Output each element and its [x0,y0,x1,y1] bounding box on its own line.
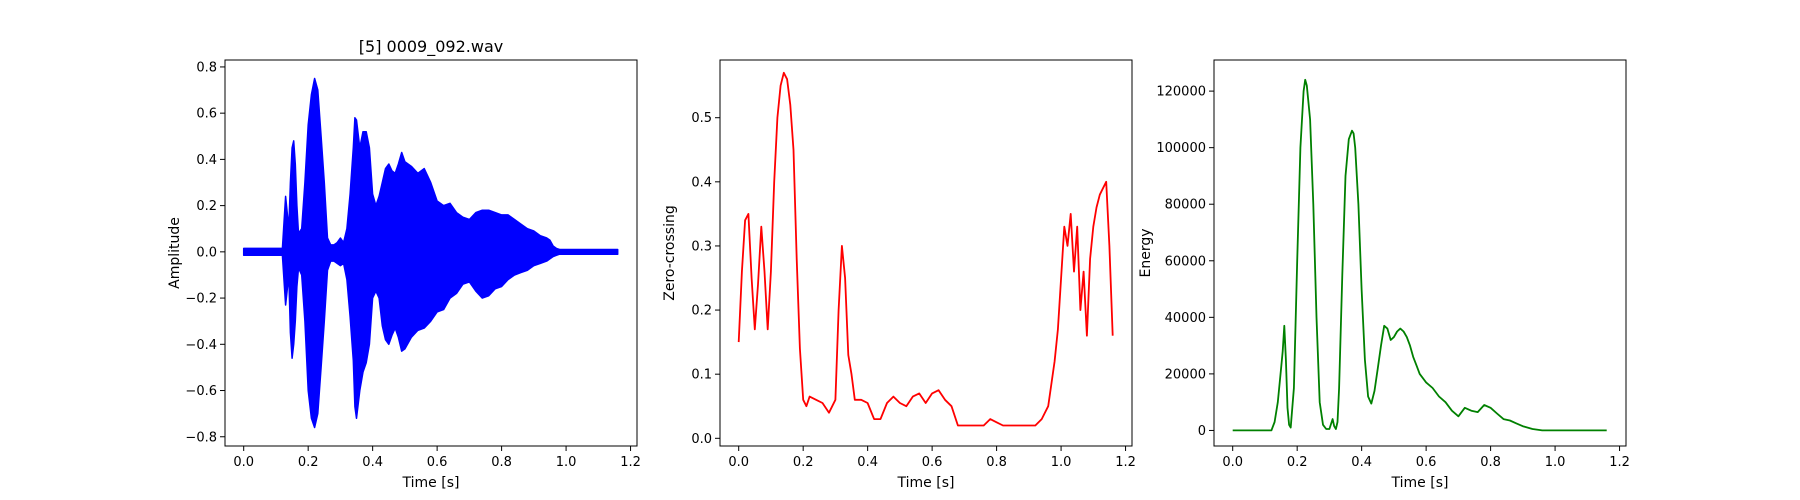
amplitude-x-axis-label: Time [s] [402,475,460,491]
zero-crossing-line-layer [737,71,1114,427]
energy-x-tick-label: 0.8 [1480,455,1501,470]
energy-y-tick-label: 80000 [1165,198,1206,213]
zero-crossing-y-ticks: 0.0 0.1 0.2 0.3 0.4 0.5 [691,111,720,447]
amplitude-x-tick-label: 0.6 [427,455,448,470]
zero-crossing-x-ticks: 0.0 0.2 0.4 0.6 0.8 1.0 1.2 [728,446,1136,470]
zero-crossing-x-tick-label: 0.6 [922,455,943,470]
energy-x-ticks: 0.0 0.2 0.4 0.6 0.8 1.0 1.2 [1222,446,1630,470]
amplitude-x-tick-label: 0.0 [233,455,254,470]
zero-crossing-x-tick-label: 0.0 [728,455,749,470]
energy-x-tick-label: 1.0 [1545,455,1566,470]
zero-crossing-y-tick-label: 0.5 [691,111,712,126]
energy-x-tick-label: 0.2 [1287,455,1308,470]
amplitude-y-axis-label: Amplitude [167,217,183,289]
energy-series-line [1232,78,1607,432]
energy-y-tick-label: 0 [1198,424,1206,439]
energy-plot-area [1232,78,1607,432]
energy-x-tick-label: 0.0 [1222,455,1243,470]
zero-crossing-x-tick-label: 1.0 [1051,455,1072,470]
energy-line-layer [1232,78,1607,432]
energy-y-tick-label: 60000 [1165,254,1206,269]
energy-y-tick-label: 100000 [1156,141,1206,156]
energy-y-axis-label: Energy [1138,228,1154,277]
amplitude-x-tick-label: 0.4 [362,455,383,470]
amplitude-x-tick-label: 1.2 [620,455,641,470]
amplitude-y-tick-label: −0.8 [185,430,217,445]
amplitude-y-tick-label: 0.6 [196,107,217,122]
zero-crossing-x-tick-label: 1.2 [1115,455,1136,470]
amplitude-y-tick-label: −0.4 [185,338,217,353]
zero-crossing-y-tick-label: 0.3 [691,239,712,254]
energy-y-tick-label: 20000 [1165,367,1206,382]
energy-x-tick-label: 0.4 [1351,455,1372,470]
zero-crossing-x-tick-label: 0.2 [793,455,814,470]
amplitude-y-ticks: −0.8 −0.6 −0.4 −0.2 0.0 0.2 0.4 0.6 0.8 [185,60,225,445]
amplitude-y-tick-label: 0.2 [196,199,217,214]
energy-y-tick-label: 120000 [1156,85,1206,100]
zero-crossing-y-tick-label: 0.0 [691,432,712,447]
panel-amplitude: 0.0 0.2 0.4 0.6 0.8 1.0 1.2 −0.8 −0.6 −0.4 −0.2 0.… [167,37,641,491]
amplitude-x-ticks: 0.0 0.2 0.4 0.6 0.8 1.0 1.2 [233,446,641,470]
amplitude-y-tick-label: 0.4 [196,153,217,168]
amplitude-x-tick-label: 1.0 [556,455,577,470]
amplitude-plot-area [242,77,619,429]
zero-crossing-series-line [737,71,1114,427]
energy-x-tick-label: 0.6 [1416,455,1437,470]
zero-crossing-x-tick-label: 0.8 [986,455,1007,470]
zero-crossing-y-tick-label: 0.1 [691,368,712,383]
amplitude-y-tick-label: −0.6 [185,384,217,399]
zero-crossing-y-tick-label: 0.4 [691,175,712,190]
amplitude-y-tick-label: −0.2 [185,292,217,307]
zero-crossing-plot-area [737,71,1114,427]
zero-crossing-y-axis-label: Zero-crossing [662,205,678,300]
amplitude-title: [5] 0009_092.wav [359,37,503,57]
panel-energy: 0.0 0.2 0.4 0.6 0.8 1.0 1.2 0 20000 40000 60000 80… [1138,59,1630,491]
zero-crossing-y-tick-label: 0.2 [691,304,712,319]
zero-crossing-axes-frame [719,59,1133,447]
energy-y-ticks: 0 20000 40000 60000 80000 100000 120000 [1156,85,1214,439]
energy-y-tick-label: 40000 [1165,311,1206,326]
energy-x-tick-label: 1.2 [1609,455,1630,470]
energy-axes-frame [1213,59,1627,447]
zero-crossing-x-axis-label: Time [s] [897,475,955,491]
amplitude-axes-frame [224,59,638,447]
amplitude-waveform [242,77,619,429]
amplitude-y-tick-label: 0.8 [196,60,217,75]
panel-zero-crossing: 0.0 0.2 0.4 0.6 0.8 1.0 1.2 0.0 0.1 0.2 0.3 0.4 0.5… [662,59,1136,491]
zero-crossing-x-tick-label: 0.4 [857,455,878,470]
amplitude-envelope-layer [242,77,619,429]
amplitude-y-tick-label: 0.0 [196,245,217,260]
amplitude-x-tick-label: 0.8 [491,455,512,470]
amplitude-x-tick-label: 0.2 [298,455,319,470]
energy-x-axis-label: Time [s] [1391,475,1449,491]
